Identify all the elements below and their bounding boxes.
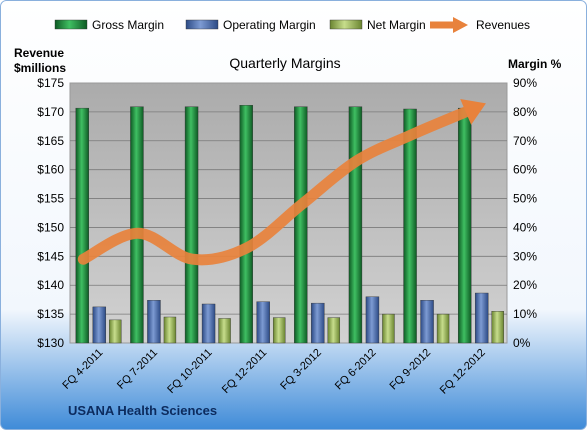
legend: Gross Margin Operating Margin Net Margin Re… [54, 17, 530, 33]
y-left-tick-label: $155 [37, 192, 64, 206]
bar-marks [75, 105, 504, 344]
legend-swatch [329, 19, 363, 30]
footer-company-name: USANA Health Sciences [68, 403, 217, 418]
bar-gross-margin [239, 105, 253, 344]
bar-operating-margin [420, 300, 434, 344]
y-left-tick-label: $165 [37, 134, 64, 148]
chart-title: Quarterly Margins [229, 55, 340, 71]
bar-net-margin [382, 313, 395, 344]
y-left-label-line2: $millions [14, 61, 66, 75]
bar-operating-margin [256, 301, 270, 344]
legend-swatch [185, 19, 219, 30]
bar-net-margin [163, 316, 177, 344]
bar-net-margin [109, 319, 122, 344]
y-left-tick-label: $135 [37, 307, 64, 321]
y-left-label-line1: Revenue [14, 46, 64, 60]
bar-net-margin [436, 313, 450, 344]
bar-operating-margin [311, 302, 325, 344]
y-right-tick-label: 60% [513, 163, 537, 177]
y-left-tick-label: $140 [37, 278, 64, 292]
bar-operating-margin [474, 292, 489, 344]
y-right-label: Margin % [508, 57, 562, 71]
y-left-tick-label: $175 [37, 76, 64, 90]
bar-net-margin [327, 317, 341, 344]
y-right-tick-label: 0% [513, 336, 531, 350]
y-right-tick-label: 30% [513, 249, 537, 263]
bar-gross-margin [403, 108, 417, 344]
y-right-tick-label: 20% [513, 278, 537, 292]
y-right-tick-label: 50% [513, 192, 537, 206]
y-left-tick-label: $145 [37, 249, 64, 263]
bar-operating-margin [147, 300, 161, 344]
legend-label: Revenues [476, 18, 530, 32]
y-right-tick-label: 40% [513, 220, 537, 234]
bar-operating-margin [201, 303, 216, 344]
bar-gross-margin [75, 107, 90, 344]
legend-arrowhead [453, 17, 468, 33]
y-right-tick-label: 10% [513, 307, 537, 321]
bar-operating-margin [92, 306, 107, 344]
bar-gross-margin [130, 106, 144, 344]
y-left-tick-label: $160 [37, 163, 64, 177]
legend-label: Net Margin [367, 18, 426, 32]
y-right-tick-label: 70% [513, 134, 537, 148]
bar-net-margin [272, 317, 286, 344]
y-left-tick-label: $150 [37, 220, 64, 234]
y-right-ticks: 0% 10% 20% 30% 40% 50% 60% 70% 80% 90% [513, 76, 537, 350]
y-left-ticks: $130 $135 $140 $145 $150 $155 $160 $165 $170 $175 [37, 76, 64, 350]
bar-gross-margin [457, 107, 472, 344]
y-left-tick-label: $170 [37, 105, 64, 119]
y-left-tick-label: $130 [37, 336, 64, 350]
bar-net-margin [491, 311, 504, 344]
revenue-line-arrowhead [460, 98, 486, 125]
bar-gross-margin [294, 106, 308, 344]
bar-net-margin [218, 318, 231, 344]
legend-label: Gross Margin [92, 18, 164, 32]
y-right-tick-label: 80% [513, 105, 537, 119]
bar-gross-margin [184, 106, 199, 344]
revenue-line [77, 98, 486, 266]
y-right-tick-label: 90% [513, 76, 537, 90]
bar-gross-margin [348, 106, 363, 344]
bar-operating-margin [365, 296, 380, 344]
legend-label: Operating Margin [223, 18, 316, 32]
revenue-line-path [77, 106, 472, 266]
legend-swatch [54, 19, 88, 30]
